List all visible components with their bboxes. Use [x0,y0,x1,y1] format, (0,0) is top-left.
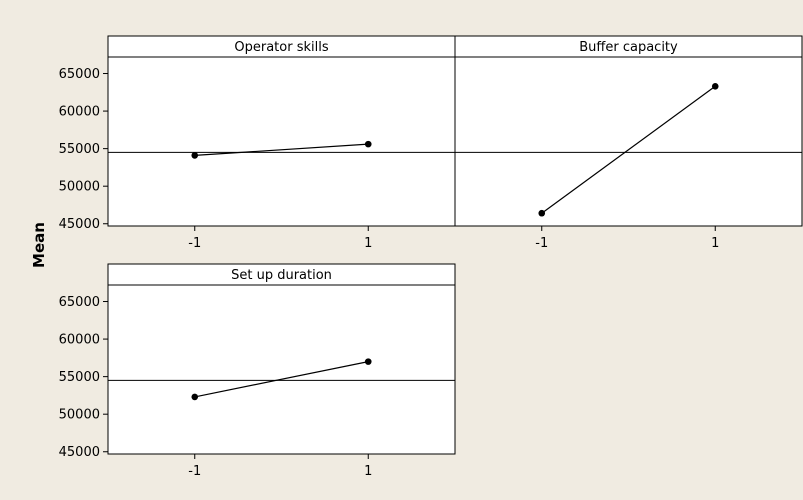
y-tick-label: 45000 [59,217,100,232]
axis-ticks: 45000 50000 55000 60000 65000 -1 1 [59,295,373,479]
y-tick-label: 60000 [59,333,100,348]
series-marks [538,82,719,217]
x-tick-label: -1 [535,236,548,251]
x-tick-label: -1 [188,236,201,251]
x-tick-label: -1 [188,464,201,479]
panel-buffer-capacity: Buffer capacity -1 1 [454,35,803,251]
y-tick-label: 50000 [59,408,100,423]
panel-set-up-duration: Set up duration 45000 50000 55000 60000 6500… [59,263,456,479]
panel-title: Operator skills [234,40,328,55]
y-axis-label: Mean [30,222,48,268]
y-tick-label: 65000 [59,67,100,82]
panel-frame [107,263,456,455]
y-tick-label: 50000 [59,180,100,195]
panel-title-strip [454,35,803,58]
panel-frame [454,35,803,227]
axis-ticks: -1 1 [535,226,719,251]
series-marks [191,358,372,401]
panel-frame [107,35,456,227]
y-tick-label: 55000 [59,142,100,157]
series-marks [191,140,372,159]
y-tick-label: 60000 [59,105,100,120]
panel-operator-skills: Operator skills 45000 50000 55000 60000 6500… [59,35,456,251]
axis-ticks: 45000 50000 55000 60000 65000 -1 1 [59,67,373,251]
data-point [191,152,199,159]
data-point [364,140,372,148]
panel-title: Buffer capacity [579,40,678,55]
x-tick-label: 1 [364,464,372,479]
y-tick-label: 65000 [59,295,100,310]
data-point [364,358,372,365]
y-tick-label: 55000 [59,370,100,385]
y-tick-label: 45000 [59,445,100,460]
panel-title: Set up duration [231,268,332,283]
panel-title-strip [107,263,456,286]
series-line [194,143,369,156]
data-point [711,82,719,90]
data-point [538,209,546,217]
x-tick-label: 1 [711,236,719,251]
series-line [194,361,369,398]
data-point [191,393,199,401]
series-line [541,85,716,214]
x-tick-label: 1 [364,236,372,251]
